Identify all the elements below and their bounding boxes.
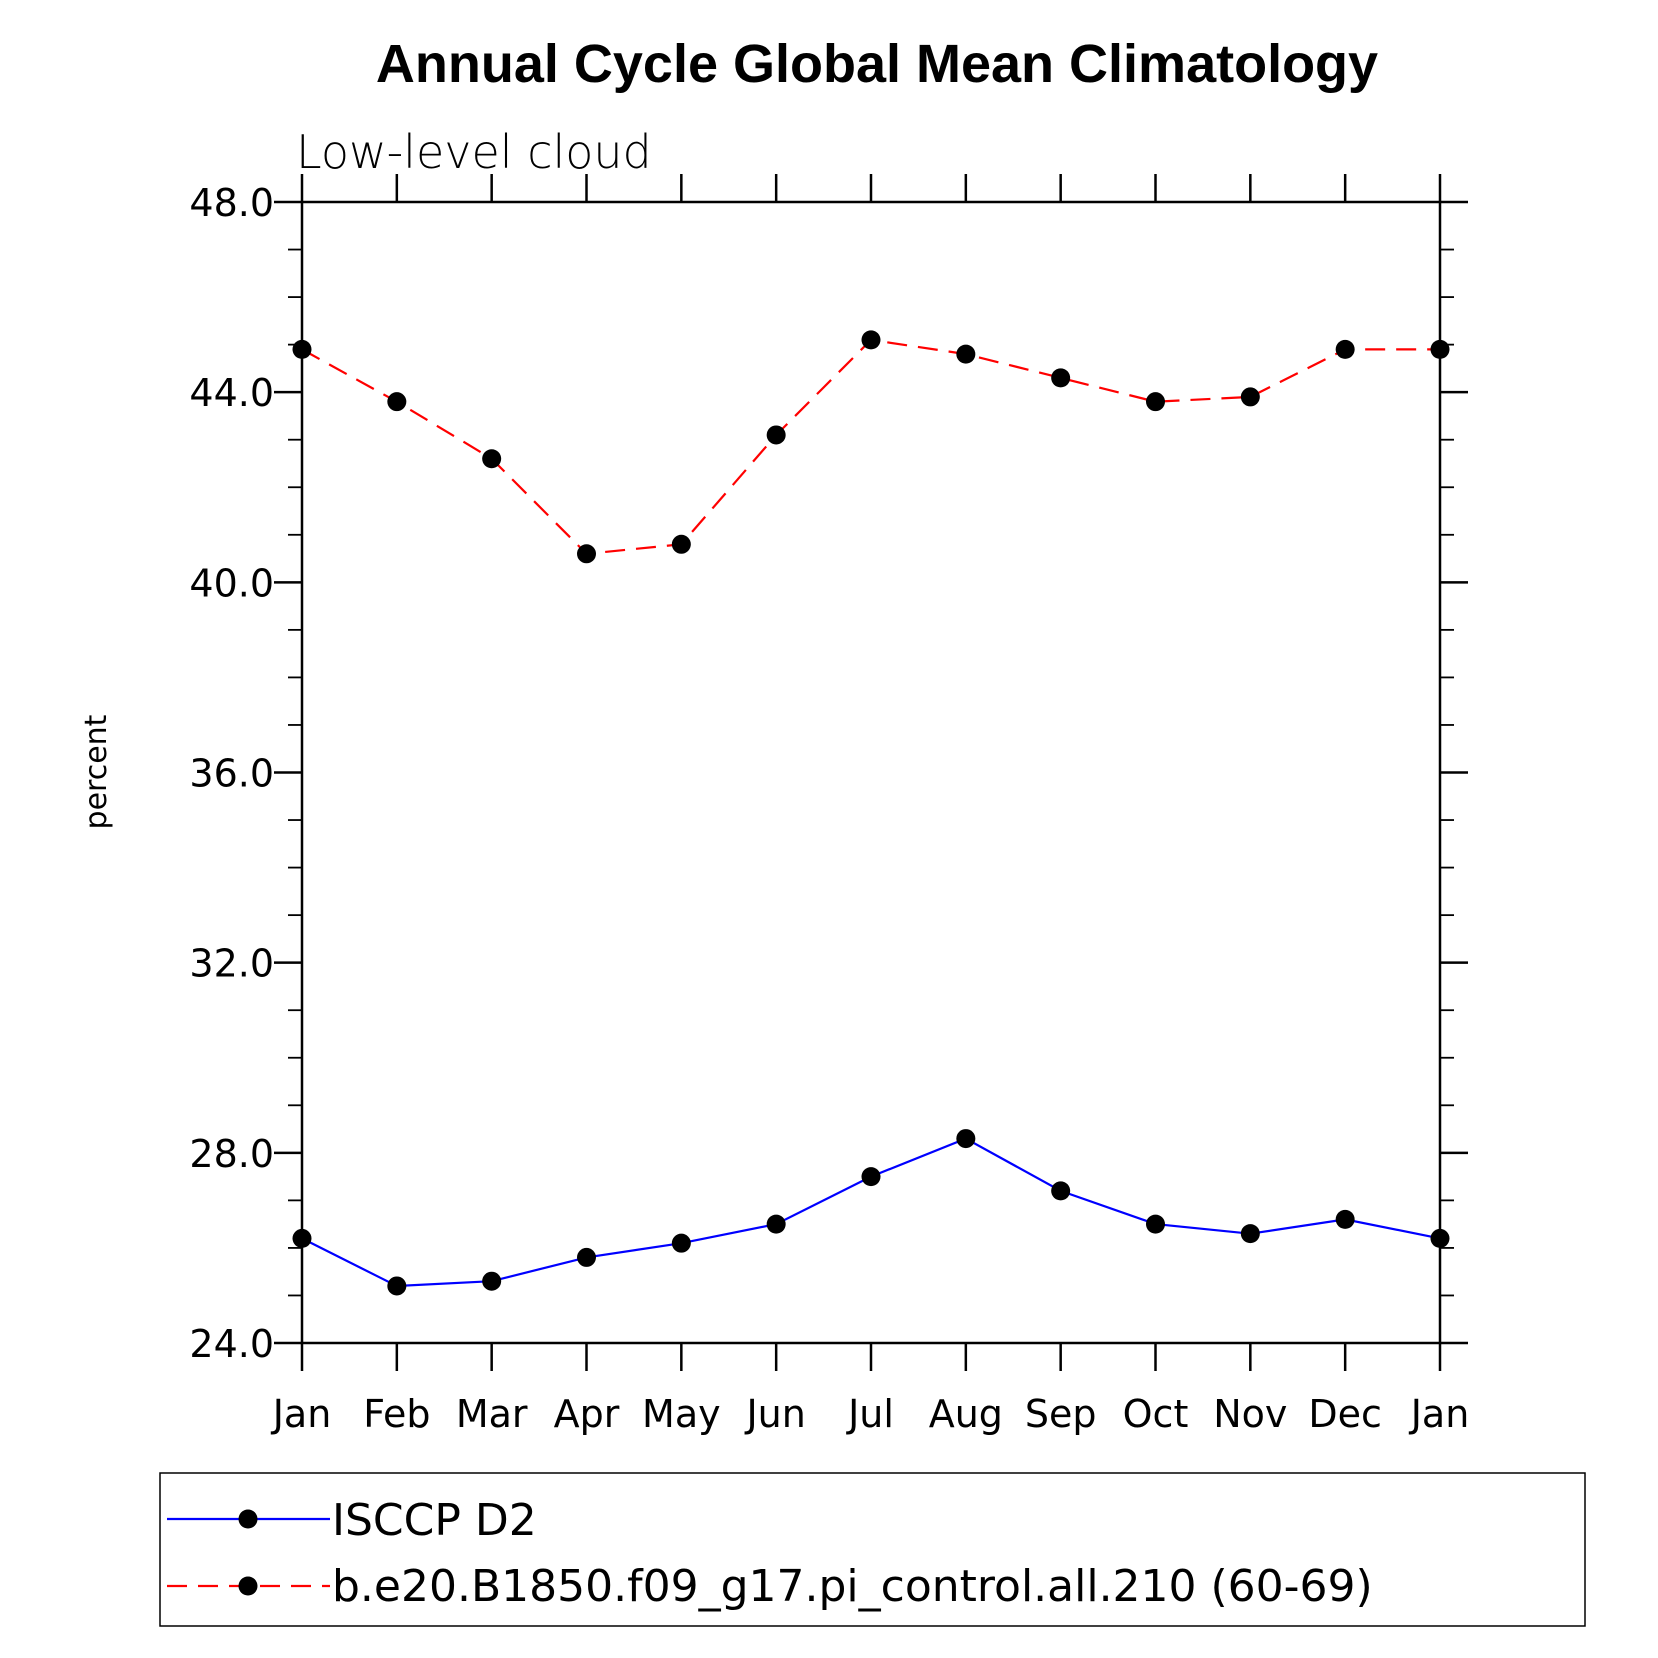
- chart-subtitle: Low-level cloud: [296, 125, 652, 179]
- series-0-point: [482, 1271, 502, 1291]
- series-0-point: [766, 1214, 786, 1234]
- y-tick-label: 28.0: [189, 1132, 274, 1176]
- x-tick-label: May: [642, 1392, 721, 1436]
- series-1-point: [1335, 339, 1355, 359]
- axis-ticks: Jan Feb Mar Apr May Jun Jul Aug Sep Oct Nov Dec Jan 2…: [189, 174, 1469, 1436]
- series-0-point: [1335, 1209, 1355, 1229]
- y-tick-label: 48.0: [189, 181, 274, 225]
- series-0-point: [671, 1233, 691, 1253]
- series-0-point: [1240, 1224, 1260, 1244]
- series-1-point: [1051, 368, 1071, 388]
- x-tick-label: Apr: [554, 1392, 620, 1436]
- x-tick-label: Jan: [1409, 1392, 1470, 1436]
- legend-item-isccp: ISCCP D2: [167, 1495, 537, 1546]
- x-tick-label: Dec: [1308, 1392, 1382, 1436]
- series-0-point: [577, 1247, 596, 1267]
- x-tick-label: Jan: [271, 1392, 332, 1436]
- x-tick-label: Sep: [1025, 1392, 1097, 1436]
- legend-marker-isccp: [238, 1509, 258, 1529]
- y-axis-label: percent: [79, 714, 114, 829]
- series-1-point: [482, 449, 502, 469]
- x-tick-label: Jun: [744, 1392, 805, 1436]
- y-tick-label: 44.0: [189, 371, 274, 415]
- y-tick-label: 24.0: [189, 1322, 274, 1366]
- x-tick-label: Feb: [363, 1392, 430, 1436]
- series-1-point: [1240, 387, 1260, 407]
- plot-frame: [300, 200, 1442, 1345]
- series-lines: [292, 330, 1450, 1296]
- x-tick-label: Aug: [929, 1392, 1003, 1436]
- series-1-point: [861, 330, 881, 350]
- y-tick-label: 36.0: [189, 752, 274, 796]
- legend-marker-model: [238, 1576, 258, 1596]
- series-1-point: [956, 344, 976, 364]
- legend-box: [159, 1472, 1586, 1627]
- series-1-point: [766, 425, 786, 445]
- series-1-point: [1146, 392, 1165, 412]
- legend-label-isccp: ISCCP D2: [332, 1495, 537, 1546]
- series-0-point: [387, 1276, 407, 1296]
- x-tick-label: Nov: [1213, 1392, 1287, 1436]
- y-tick-label: 40.0: [189, 561, 274, 605]
- series-1-point: [671, 534, 691, 554]
- series-0-point: [1146, 1214, 1165, 1234]
- chart-title: Annual Cycle Global Mean Climatology: [376, 34, 1378, 94]
- legend-item-model: b.e20.B1850.f09_g17.pi_control.all.210 (…: [167, 1561, 1373, 1612]
- series-line-1: [301, 338, 1440, 555]
- x-tick-label: Jul: [846, 1392, 894, 1436]
- legend-label-model: b.e20.B1850.f09_g17.pi_control.all.210 (…: [332, 1561, 1373, 1612]
- series-1-point: [577, 544, 596, 564]
- series-0-point: [861, 1167, 881, 1187]
- series-0-point: [956, 1129, 976, 1149]
- series-0-point: [1051, 1181, 1071, 1201]
- x-tick-label: Oct: [1123, 1392, 1189, 1436]
- series-line-0: [301, 1137, 1441, 1288]
- x-tick-label: Mar: [456, 1392, 528, 1436]
- series-1-point: [387, 392, 407, 412]
- legend: ISCCP D2 b.e20.B1850.f09_g17.pi_control.…: [159, 1472, 1586, 1627]
- y-tick-label: 32.0: [189, 942, 274, 986]
